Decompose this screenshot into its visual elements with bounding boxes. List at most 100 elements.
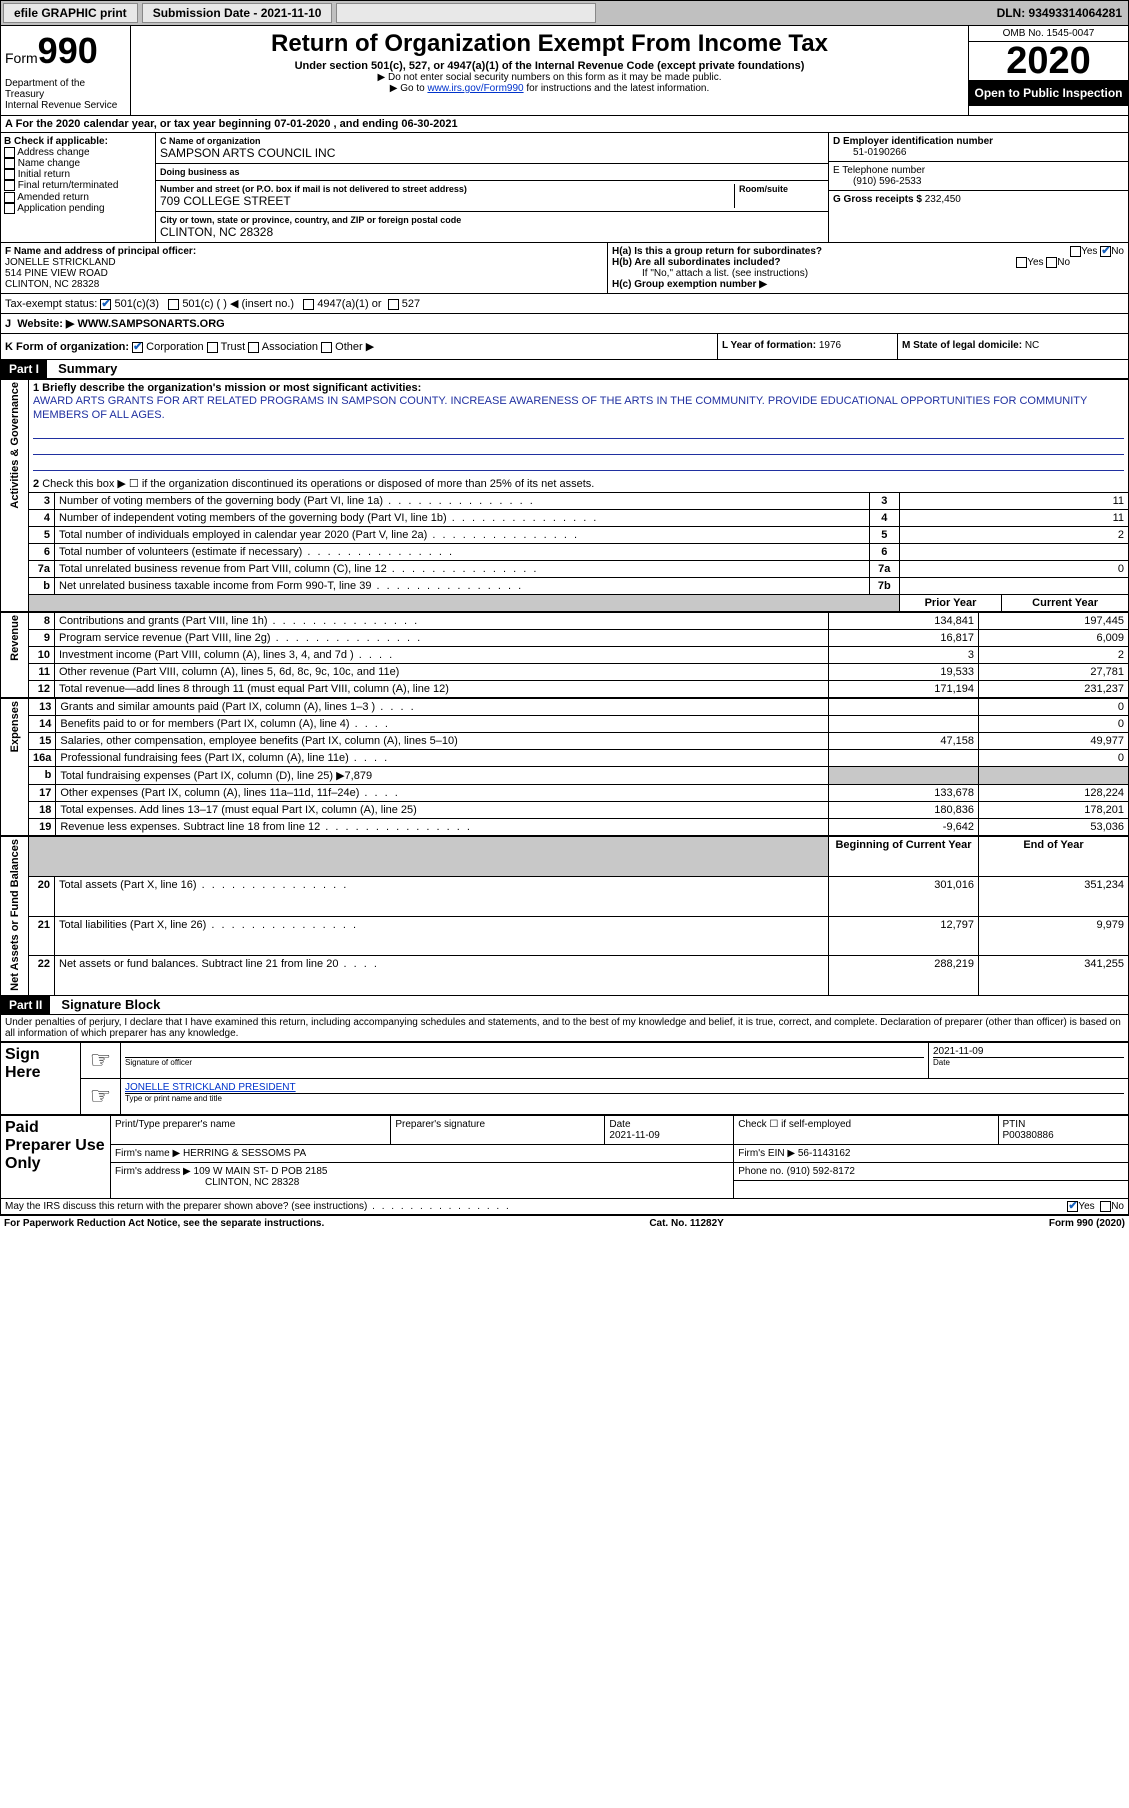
chk-final-return[interactable]: Final return/terminated <box>4 180 152 191</box>
opt-corp: Corporation <box>146 341 203 353</box>
line-12-prior: 171,194 <box>829 680 979 697</box>
discuss-no[interactable] <box>1100 1201 1111 1212</box>
tax-year: 2020 <box>969 42 1128 80</box>
ha-yes[interactable] <box>1070 246 1081 257</box>
summary-table: Activities & Governance 1 Briefly descri… <box>0 379 1129 612</box>
sig-date-label: Date <box>933 1057 1124 1067</box>
goto-post: for instructions and the latest informat… <box>524 83 710 94</box>
prep-date: 2021-11-09 <box>609 1130 659 1141</box>
goto-pre: ▶ Go to <box>390 83 428 94</box>
section-klm: K Form of organization: Corporation Trus… <box>0 334 1129 360</box>
summary-table-exp: Expenses13Grants and similar amounts pai… <box>0 698 1129 836</box>
line-13-desc: Grants and similar amounts paid (Part IX… <box>56 698 829 715</box>
chk-amended-return[interactable]: Amended return <box>4 192 152 203</box>
blank-button <box>336 3 596 23</box>
city-value: CLINTON, NC 28328 <box>160 225 824 239</box>
ha-no[interactable] <box>1100 246 1111 257</box>
chk-501c3[interactable] <box>100 299 111 310</box>
topbar: efile GRAPHIC print Submission Date - 20… <box>0 0 1129 26</box>
box-c: C Name of organization SAMPSON ARTS COUN… <box>156 133 828 242</box>
ein-label: D Employer identification number <box>833 136 1124 147</box>
ptin-label: PTIN <box>1003 1119 1026 1130</box>
prep-check[interactable]: Check ☐ if self-employed <box>734 1116 998 1145</box>
line-16a-desc: Professional fundraising fees (Part IX, … <box>56 749 829 766</box>
line-18-prior: 180,836 <box>829 801 979 818</box>
line-15-current: 49,977 <box>979 732 1129 749</box>
footer-cat: Cat. No. 11282Y <box>649 1218 723 1229</box>
tax-exempt-row: Tax-exempt status: 501(c)(3) 501(c) ( ) … <box>0 294 1129 314</box>
line-22-num: 22 <box>29 956 55 996</box>
line-3-num: 3 <box>29 492 55 509</box>
l-label: L Year of formation: <box>722 340 816 351</box>
line-9-prior: 16,817 <box>829 629 979 646</box>
line-9-num: 9 <box>29 629 55 646</box>
summary-table-net: Net Assets or Fund BalancesBeginning of … <box>0 836 1129 997</box>
line-6-box: 6 <box>869 543 899 560</box>
m-label: M State of legal domicile: <box>902 340 1022 351</box>
line-3-box: 3 <box>869 492 899 509</box>
firm-ein-label: Firm's EIN ▶ <box>738 1148 795 1159</box>
line-16a-current: 0 <box>979 749 1129 766</box>
chk-assoc[interactable] <box>248 342 259 353</box>
line-3-val: 11 <box>899 492 1128 509</box>
hb-no[interactable] <box>1046 257 1057 268</box>
line-b-prior <box>829 766 979 784</box>
line-3-desc: Number of voting members of the governin… <box>55 492 870 509</box>
firm-ein: 56-1143162 <box>798 1148 851 1159</box>
col-current: Current Year <box>1002 594 1129 611</box>
open-public-inspection: Open to Public Inspection <box>969 80 1128 106</box>
chk-name-change[interactable]: Name change <box>4 158 152 169</box>
line-18-desc: Total expenses. Add lines 13–17 (must eq… <box>56 801 829 818</box>
chk-trust[interactable] <box>207 342 218 353</box>
chk-527[interactable] <box>388 299 399 310</box>
chk-application-pending[interactable]: Application pending <box>4 203 152 214</box>
hb-row: H(b) Are all subordinates included? Yes … <box>612 257 1124 268</box>
phone-value: (910) 596-2533 <box>833 176 1124 187</box>
line-16a-num: 16a <box>29 749 56 766</box>
chk-initial-return[interactable]: Initial return <box>4 169 152 180</box>
hb-yes[interactable] <box>1016 257 1027 268</box>
line-12-num: 12 <box>29 680 55 697</box>
line-14-current: 0 <box>979 715 1129 732</box>
line-8-current: 197,445 <box>979 612 1129 629</box>
line-10-num: 10 <box>29 646 55 663</box>
chk-corp[interactable] <box>132 342 143 353</box>
line-10-current: 2 <box>979 646 1129 663</box>
chk-4947[interactable] <box>303 299 314 310</box>
irs-link[interactable]: www.irs.gov/Form990 <box>427 83 523 94</box>
line-4-num: 4 <box>29 509 55 526</box>
firm-name-label: Firm's name ▶ <box>115 1148 180 1159</box>
hb-label: H(b) Are all subordinates included? <box>612 257 781 268</box>
form-num: 990 <box>38 30 98 71</box>
form-label: Form <box>5 50 38 66</box>
col-end: End of Year <box>979 836 1129 876</box>
prep-date-label: Date <box>609 1119 630 1130</box>
chk-501c[interactable] <box>168 299 179 310</box>
efile-button[interactable]: efile GRAPHIC print <box>3 3 138 23</box>
submission-date-button[interactable]: Submission Date - 2021-11-10 <box>142 3 333 23</box>
line-b-num: b <box>29 577 55 594</box>
part1-header: Part I <box>1 360 47 378</box>
line-19-current: 53,036 <box>979 818 1129 835</box>
footer-pra: For Paperwork Reduction Act Notice, see … <box>4 1218 324 1229</box>
l-value: 1976 <box>819 340 841 351</box>
dba-label: Doing business as <box>160 167 824 177</box>
line-20-current: 351,234 <box>979 876 1129 916</box>
line-13-current: 0 <box>979 698 1129 715</box>
line-17-current: 128,224 <box>979 784 1129 801</box>
opt-501c3: 501(c)(3) <box>114 298 159 310</box>
line-9-current: 6,009 <box>979 629 1129 646</box>
street-label: Number and street (or P.O. box if mail i… <box>160 184 734 194</box>
chk-other[interactable] <box>321 342 332 353</box>
paid-preparer-table: Paid Preparer Use Only Print/Type prepar… <box>0 1115 1129 1199</box>
line-21-desc: Total liabilities (Part X, line 26) <box>55 916 829 956</box>
city-label: City or town, state or province, country… <box>160 215 824 225</box>
line-8-desc: Contributions and grants (Part VIII, lin… <box>55 612 829 629</box>
room-label: Room/suite <box>739 184 824 194</box>
chk-address-change[interactable]: Address change <box>4 147 152 158</box>
declaration-text: Under penalties of perjury, I declare th… <box>0 1015 1129 1042</box>
line-b-desc: Net unrelated business taxable income fr… <box>55 577 870 594</box>
ein-value: 51-0190266 <box>833 147 1124 158</box>
officer-addr2: CLINTON, NC 28328 <box>5 279 603 290</box>
discuss-yes[interactable] <box>1067 1201 1078 1212</box>
